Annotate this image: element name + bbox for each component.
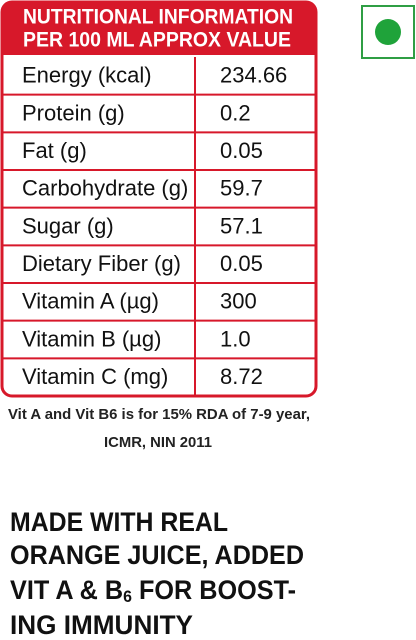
tagline-part: VIT A & B <box>10 575 123 605</box>
nutrient-name: Vitamin B (µg) <box>22 326 161 351</box>
nutrient-name: Vitamin C (mg) <box>22 364 168 389</box>
nutrient-value: 0.05 <box>220 251 263 276</box>
nutrient-value: 300 <box>220 289 257 314</box>
nutrient-value: 1.0 <box>220 326 251 351</box>
nutrient-name: Fat (g) <box>22 138 87 163</box>
nutrient-value: 234.66 <box>220 63 287 88</box>
table-header-bg <box>2 2 316 55</box>
nutrient-name: Sugar (g) <box>22 213 114 238</box>
nutrient-name: Protein (g) <box>22 100 125 125</box>
nutrient-name: Energy (kcal) <box>22 63 152 88</box>
nutrient-value: 59.7 <box>220 176 263 201</box>
tagline-part: FOR BOOST- <box>132 575 296 605</box>
header-line: PER 100 ML APPROX VALUE <box>23 29 291 52</box>
tagline: MADE WITH REAL <box>10 507 228 537</box>
tagline: VIT A & B6 FOR BOOST- <box>10 575 296 606</box>
tagline-subscript: 6 <box>123 587 132 606</box>
footnote: ICMR, NIN 2011 <box>104 434 212 451</box>
veg-dot <box>375 19 401 45</box>
nutrient-value: 0.2 <box>220 100 251 125</box>
tagline: ING IMMUNITY <box>10 610 193 640</box>
tagline: ORANGE JUICE, ADDED <box>10 540 304 570</box>
nutrient-value: 8.72 <box>220 364 263 389</box>
header-line: NUTRITIONAL INFORMATION <box>23 6 293 29</box>
nutrient-value: 57.1 <box>220 213 263 238</box>
footnote: Vit A and Vit B6 is for 15% RDA of 7-9 y… <box>8 406 310 423</box>
nutrient-value: 0.05 <box>220 138 263 163</box>
nutrient-name: Dietary Fiber (g) <box>22 251 181 276</box>
nutrient-name: Vitamin A (µg) <box>22 289 159 314</box>
nutrient-name: Carbohydrate (g) <box>22 176 188 201</box>
